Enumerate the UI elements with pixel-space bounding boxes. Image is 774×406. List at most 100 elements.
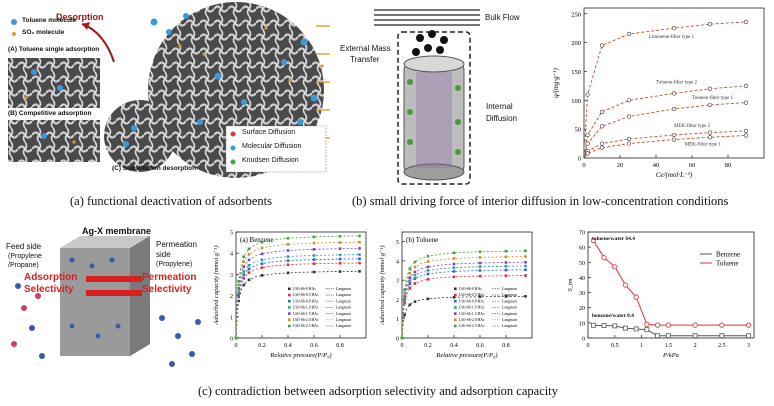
y-tick-label: 0 bbox=[396, 337, 399, 343]
data-point bbox=[524, 255, 527, 258]
data-point bbox=[408, 303, 412, 307]
legend-label: UiO-66-2.5 HAc bbox=[459, 324, 485, 328]
x-tick-label: 2 bbox=[694, 343, 697, 349]
x-tick-label: 3 bbox=[747, 343, 750, 349]
x-tick-label: 0 bbox=[401, 343, 404, 349]
y-tick-label: 50 bbox=[579, 261, 585, 267]
data-point bbox=[671, 137, 677, 142]
data-point bbox=[743, 100, 749, 105]
data-point bbox=[408, 276, 412, 279]
data-point bbox=[524, 295, 527, 298]
data-point bbox=[338, 270, 342, 273]
perm-side-label: Permeation bbox=[156, 240, 197, 249]
annotation-benzene: benzene/water 8.4 bbox=[592, 313, 634, 319]
pore-box-a bbox=[8, 58, 100, 108]
legend-marker bbox=[288, 312, 291, 315]
data-point bbox=[286, 236, 290, 240]
data-point bbox=[338, 234, 342, 238]
diff-molecular-label: Molecular Diffusion bbox=[242, 143, 302, 150]
data-point bbox=[612, 264, 618, 270]
data-point bbox=[746, 322, 752, 328]
y-tick-label: 4 bbox=[396, 259, 399, 265]
legend-label: UiO-66-1.5 HAc bbox=[459, 312, 485, 316]
diff-surface-label: Surface Diffusion bbox=[242, 129, 296, 136]
data-point bbox=[504, 274, 508, 277]
label-b-competitive: (B) Competitive adsorption bbox=[8, 110, 92, 117]
data-point bbox=[413, 300, 417, 303]
x-tick-label: 40 bbox=[653, 162, 660, 169]
x-tick-label: 0 bbox=[582, 162, 585, 169]
langmuir-fit-3 bbox=[401, 265, 526, 339]
legend-fit-label: Langmuir bbox=[502, 306, 518, 310]
langmuir-fit-4 bbox=[235, 248, 360, 339]
membrane-svg bbox=[11, 236, 201, 367]
data-point bbox=[590, 322, 596, 328]
legend-label: UiO-66-0.8 HAc bbox=[459, 299, 485, 303]
data-point bbox=[413, 260, 417, 264]
fit-curve-3 bbox=[584, 130, 747, 157]
langmuir-fit-2 bbox=[235, 258, 360, 339]
perm-sel-label-2: Selectivity bbox=[142, 284, 192, 295]
data-point bbox=[312, 235, 316, 239]
y-tick-label: 40 bbox=[579, 276, 585, 282]
legend-fit-label: Langmuir bbox=[336, 306, 352, 310]
y-tick-label: 2 bbox=[396, 298, 399, 304]
legend-label: UiO-66-0.5 HAc bbox=[293, 293, 319, 297]
data-point bbox=[312, 262, 316, 266]
data-point bbox=[260, 240, 264, 244]
legend-marker bbox=[288, 318, 291, 322]
data-point bbox=[644, 327, 650, 333]
porous-adsorbent-small bbox=[104, 100, 176, 172]
data-point bbox=[665, 322, 671, 328]
data-point bbox=[260, 246, 264, 250]
data-point bbox=[601, 323, 607, 328]
data-point bbox=[504, 255, 508, 259]
caption-a: (a) functional deactivation of adsorbent… bbox=[70, 194, 273, 208]
y-tick-label: 3 bbox=[396, 279, 399, 285]
x-tick-label: 0.8 bbox=[336, 343, 344, 349]
data-point bbox=[242, 260, 246, 263]
data-point bbox=[358, 257, 361, 261]
data-point bbox=[655, 333, 661, 339]
data-point bbox=[247, 258, 251, 262]
legend-marker bbox=[288, 293, 291, 297]
data-point bbox=[452, 295, 456, 299]
data-point bbox=[692, 322, 698, 328]
data-point bbox=[358, 253, 361, 256]
data-point bbox=[671, 132, 677, 138]
y-tick-label: 250 bbox=[571, 11, 581, 18]
data-point bbox=[707, 135, 713, 140]
data-point bbox=[247, 264, 251, 267]
x-tick-label: 0.2 bbox=[424, 343, 432, 349]
data-point bbox=[286, 243, 290, 246]
data-point bbox=[707, 86, 713, 91]
data-point bbox=[719, 333, 725, 339]
y-tick-label: 5 bbox=[230, 231, 233, 237]
legend-marker bbox=[288, 306, 291, 309]
x-tick-label: 0 bbox=[235, 343, 238, 349]
legend-marker bbox=[454, 318, 457, 322]
ads-sel-label: Selectivity bbox=[24, 284, 74, 295]
legend-label: Benzene bbox=[716, 251, 740, 259]
data-point bbox=[524, 249, 527, 253]
label-c-substitution: (C) Substitution desorption bbox=[112, 165, 197, 172]
langmuir-fit-1 bbox=[401, 275, 526, 339]
perm-side2-label: side bbox=[156, 250, 171, 259]
data-point bbox=[743, 133, 749, 138]
plot-frame bbox=[235, 231, 367, 339]
x-axis-label: Relative pressure(P/P₀) bbox=[269, 352, 331, 359]
y-tick-label: 0 bbox=[230, 337, 233, 343]
legend-label: UiO-66-0 HAc bbox=[293, 287, 316, 291]
x-tick-label: 60 bbox=[689, 162, 696, 169]
legend-label: UiO-66-2.5 HAc bbox=[293, 324, 319, 328]
data-point bbox=[626, 114, 632, 119]
external-mass-label: External Mass bbox=[340, 44, 391, 53]
plot-frame bbox=[401, 231, 533, 339]
langmuir-fit-4 bbox=[401, 261, 526, 339]
diff-knudsen-label: Knudsen Diffusion bbox=[242, 157, 299, 164]
data-point bbox=[478, 274, 482, 278]
toluene-chart: 0 0.2 0.4 0.6 0.8 0 1 2 3 4 5 Relative pressure(P/P… bbox=[376, 226, 540, 376]
data-point bbox=[358, 240, 361, 244]
x-tick-label: 80 bbox=[725, 162, 732, 169]
chart-title: (b) Toluene bbox=[406, 236, 438, 244]
